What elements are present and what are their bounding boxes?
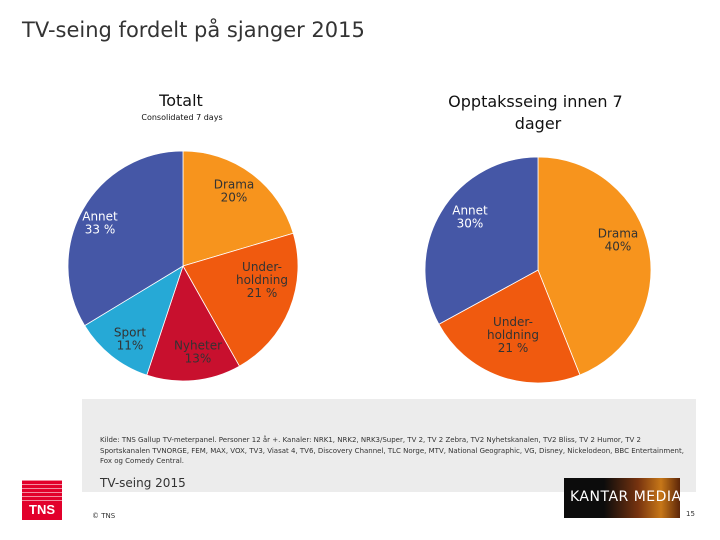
slice-label-drama: Drama 20% [214, 178, 255, 205]
slice-label-underholdning: Under-holdning 21 % [236, 260, 288, 300]
slice-label-line: 11% [117, 339, 144, 353]
slice-label-line: 20% [221, 191, 248, 205]
slice-label-line: Under- [493, 315, 533, 329]
pie-title-opptak-line1: Opptaksseing innen 7 [448, 92, 623, 111]
pie-chart-opptak: Opptaksseing innen 7 dager Drama 40% Under… [424, 92, 652, 384]
pie-labels-opptak: Drama 40% Under-holdning 21 % Annet 30% [452, 204, 638, 356]
pie-title-opptak: Opptaksseing innen 7 dager [448, 92, 628, 133]
slice-label-line: 33 % [85, 223, 116, 237]
slice-label-line: Under- [242, 260, 282, 274]
slice-label-line: Annet [82, 210, 118, 224]
charts-canvas: Totalt Consolidated 7 days Drama 20%Under… [67, 91, 652, 384]
slice-label-line: holdning [487, 328, 539, 342]
slice-label-line: Sport [114, 326, 147, 340]
pie-slice-underholdning [438, 269, 581, 384]
slice-label-line: Drama [598, 227, 639, 241]
pie-subtitle-totalt: Consolidated 7 days [141, 113, 222, 122]
source-text: Kilde: TNS Gallup TV-meterpanel. Persone… [100, 436, 684, 465]
slice-label-line: 21 % [247, 286, 278, 300]
pie-slice-nyheter [146, 265, 240, 382]
slice-label-line: Annet [452, 204, 488, 218]
slice-label-underholdning: Under-holdning 21 % [487, 315, 539, 355]
pie-labels-totalt: Drama 20% Under-holdning 21 % Nyheter 13% Spor… [82, 178, 288, 366]
page-number: 15 [686, 510, 695, 518]
pie-slices-opptak [424, 156, 652, 384]
slice-label-line: holdning [236, 273, 288, 287]
pie-title-opptak-line2: dager [515, 114, 562, 133]
pie-chart-totalt: Totalt Consolidated 7 days Drama 20% Under… [67, 91, 299, 382]
pie-slice-underholdning [182, 232, 299, 367]
slice-label-annet: Annet 30% [452, 204, 488, 231]
slice-label-line: Drama [214, 178, 255, 192]
pie-title-totalt: Totalt [158, 91, 203, 110]
pie-slices-totalt [67, 150, 299, 382]
kantar-logo-text: KANTAR MEDIA [570, 489, 680, 505]
pie-slice-drama [182, 150, 294, 267]
pie-slice-sport [84, 265, 184, 376]
slice-label-line: 21 % [498, 341, 529, 355]
slice-label-line: Nyheter [174, 339, 222, 353]
source-box [82, 399, 696, 492]
slide-title: TV-seing fordelt på sjanger 2015 [22, 18, 365, 42]
slice-label-sport: Sport 11% [114, 326, 147, 353]
pie-slice-annet [424, 156, 539, 325]
slice-label-annet: Annet 33 % [82, 210, 118, 237]
tns-logo-text: TNS [29, 502, 55, 517]
slice-label-line: 30% [457, 217, 484, 231]
slice-label-line: 13% [185, 352, 212, 366]
tns-logo-stripes [22, 480, 62, 502]
footer-label: TV-seing 2015 [100, 476, 186, 490]
pie-slice-annet [67, 150, 184, 327]
kantar-media-logo: KANTAR MEDIA [564, 478, 680, 518]
slice-label-line: 40% [605, 240, 632, 254]
tns-logo: TNS [22, 480, 62, 520]
copyright: © TNS [92, 512, 116, 520]
kantar-logo-glow [604, 478, 680, 518]
pie-slice-drama [537, 156, 652, 376]
slice-label-drama: Drama 40% [598, 227, 639, 254]
slice-label-nyheter: Nyheter 13% [174, 339, 222, 366]
